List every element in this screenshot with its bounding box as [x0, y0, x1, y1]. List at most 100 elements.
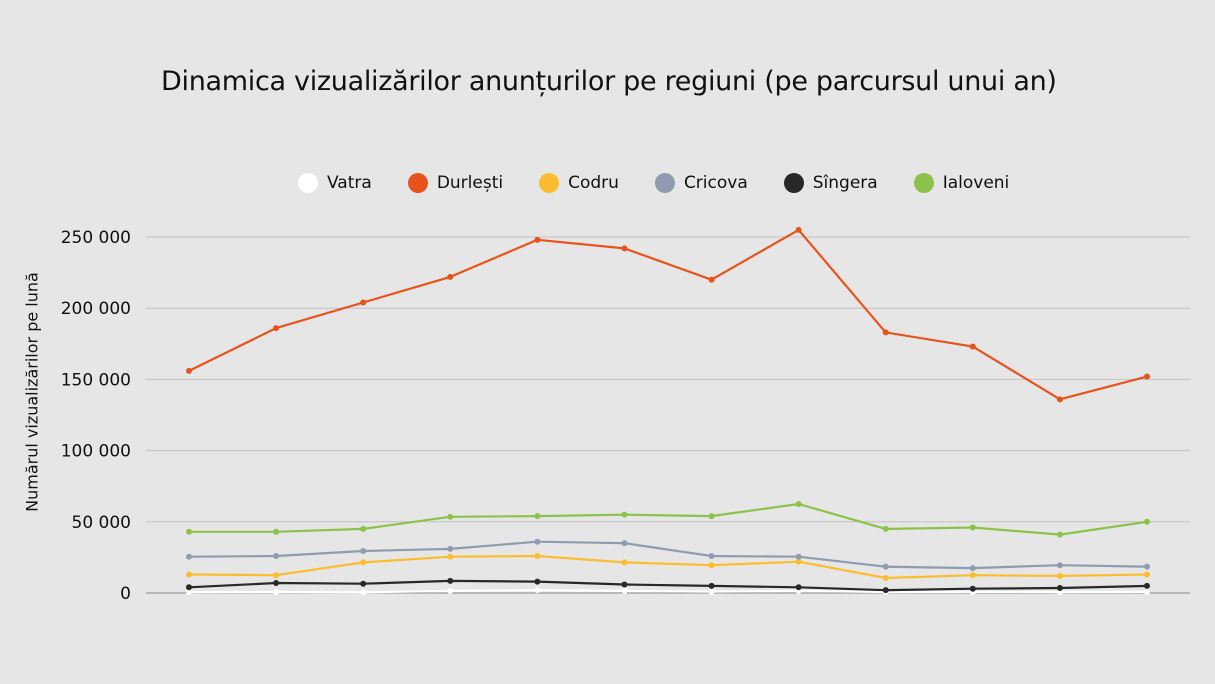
data-point-durlesti	[621, 245, 628, 252]
data-point-cricova	[708, 552, 715, 559]
data-point-cricova	[882, 563, 889, 570]
data-point-vatra	[708, 588, 715, 595]
data-point-singera	[186, 584, 192, 591]
data-point-ialoveni	[1144, 518, 1150, 525]
data-point-singera	[273, 580, 280, 587]
legend-item-ialoveni[interactable]: Ialoveni	[913, 173, 1010, 193]
data-point-ialoveni	[969, 524, 976, 531]
data-point-durlesti	[273, 325, 280, 332]
data-point-durlesti	[969, 343, 976, 350]
data-point-cricova	[447, 545, 454, 552]
data-point-ialoveni	[621, 511, 628, 518]
y-tick-label: 50 000	[72, 513, 131, 533]
y-tick-label: 150 000	[61, 370, 131, 390]
series-line-ialoveni	[189, 502, 1148, 536]
data-point-codru	[969, 572, 976, 579]
data-point-cricova	[186, 553, 192, 560]
data-point-codru	[621, 559, 628, 566]
legend-label-cricova: Cricova	[683, 173, 748, 193]
data-point-durlesti	[708, 276, 715, 283]
data-point-singera	[882, 587, 889, 594]
legend-marker-singera	[783, 173, 804, 193]
data-point-singera	[795, 584, 802, 591]
data-point-ialoveni	[186, 528, 192, 535]
y-tick-label: 250 000	[61, 228, 131, 248]
data-point-cricova	[273, 552, 280, 559]
series-line-vatra	[188, 589, 1148, 594]
legend-item-durlesti[interactable]: Durlești	[407, 173, 504, 193]
data-point-singera	[447, 577, 454, 584]
data-point-durlesti	[882, 329, 889, 336]
data-point-ialoveni	[447, 513, 454, 520]
data-point-durlesti	[534, 236, 541, 243]
data-point-vatra	[621, 587, 628, 594]
legend-marker-durlesti	[407, 173, 428, 193]
series-line-durlesti	[188, 228, 1148, 401]
data-point-vatra	[534, 587, 541, 594]
y-tick-label: 200 000	[61, 299, 131, 319]
data-point-durlesti	[795, 226, 802, 233]
data-point-cricova	[795, 553, 802, 560]
data-point-singera	[708, 582, 715, 589]
chart-title: Dinamica vizualizărilor anunțurilor pe r…	[161, 66, 1057, 97]
data-point-vatra	[1144, 588, 1150, 595]
data-point-ialoveni	[534, 513, 541, 520]
data-point-singera	[621, 581, 628, 588]
data-point-codru	[882, 575, 889, 582]
legend-item-cricova[interactable]: Cricova	[654, 173, 748, 193]
data-point-singera	[534, 578, 541, 585]
data-point-cricova	[621, 540, 628, 547]
y-tick-label: 100 000	[61, 442, 131, 462]
data-point-codru	[360, 559, 367, 566]
data-point-vatra	[273, 589, 280, 596]
legend-marker-vatra	[298, 173, 318, 193]
data-point-singera	[1144, 582, 1150, 589]
legend-item-vatra[interactable]: Vatra	[298, 173, 372, 193]
data-point-cricova	[360, 547, 367, 554]
legend-label-vatra: Vatra	[327, 173, 372, 193]
data-point-singera	[1056, 585, 1063, 592]
legend-marker-cricova	[654, 173, 675, 193]
data-point-codru	[534, 552, 541, 559]
y-tick-label: 0	[120, 584, 131, 604]
legend-label-singera: Sîngera	[812, 173, 878, 193]
data-point-ialoveni	[360, 525, 367, 532]
data-point-durlesti	[1144, 373, 1150, 380]
data-point-cricova	[969, 565, 976, 572]
data-point-codru	[186, 571, 192, 578]
data-point-singera	[360, 580, 367, 587]
data-point-ialoveni	[273, 528, 280, 535]
data-point-vatra	[186, 589, 192, 596]
data-point-ialoveni	[882, 525, 889, 532]
legend-item-codru[interactable]: Codru	[539, 173, 619, 193]
data-point-cricova	[1056, 562, 1063, 569]
legend-item-singera[interactable]: Sîngera	[783, 173, 878, 193]
data-point-ialoveni	[795, 501, 802, 507]
legend-marker-codru	[539, 173, 560, 193]
data-point-durlesti	[1056, 396, 1063, 403]
data-point-codru	[708, 562, 715, 569]
data-point-codru	[795, 558, 802, 565]
legend-label-ialoveni: Ialoveni	[942, 173, 1010, 193]
data-point-ialoveni	[1056, 531, 1063, 538]
legend-marker-ialoveni	[913, 173, 934, 193]
series-line-codru	[188, 554, 1148, 580]
data-point-codru	[1056, 572, 1063, 579]
data-point-vatra	[360, 589, 367, 596]
legend: Vatra Durlești Codru Cricova Sîngera Ial…	[298, 173, 1045, 193]
legend-label-durlesti: Durlești	[436, 173, 504, 193]
data-point-singera	[969, 585, 976, 592]
data-point-cricova	[1144, 563, 1150, 570]
series-line-cricova	[188, 540, 1148, 570]
data-point-codru	[273, 572, 280, 579]
series-line-singera	[188, 579, 1148, 592]
data-point-codru	[1144, 571, 1150, 578]
data-point-ialoveni	[708, 513, 715, 520]
data-point-durlesti	[447, 273, 454, 280]
data-point-codru	[447, 553, 454, 560]
data-point-durlesti	[360, 299, 367, 306]
data-point-vatra	[447, 587, 454, 594]
data-point-durlesti	[186, 367, 192, 374]
legend-label-codru: Codru	[568, 173, 619, 193]
